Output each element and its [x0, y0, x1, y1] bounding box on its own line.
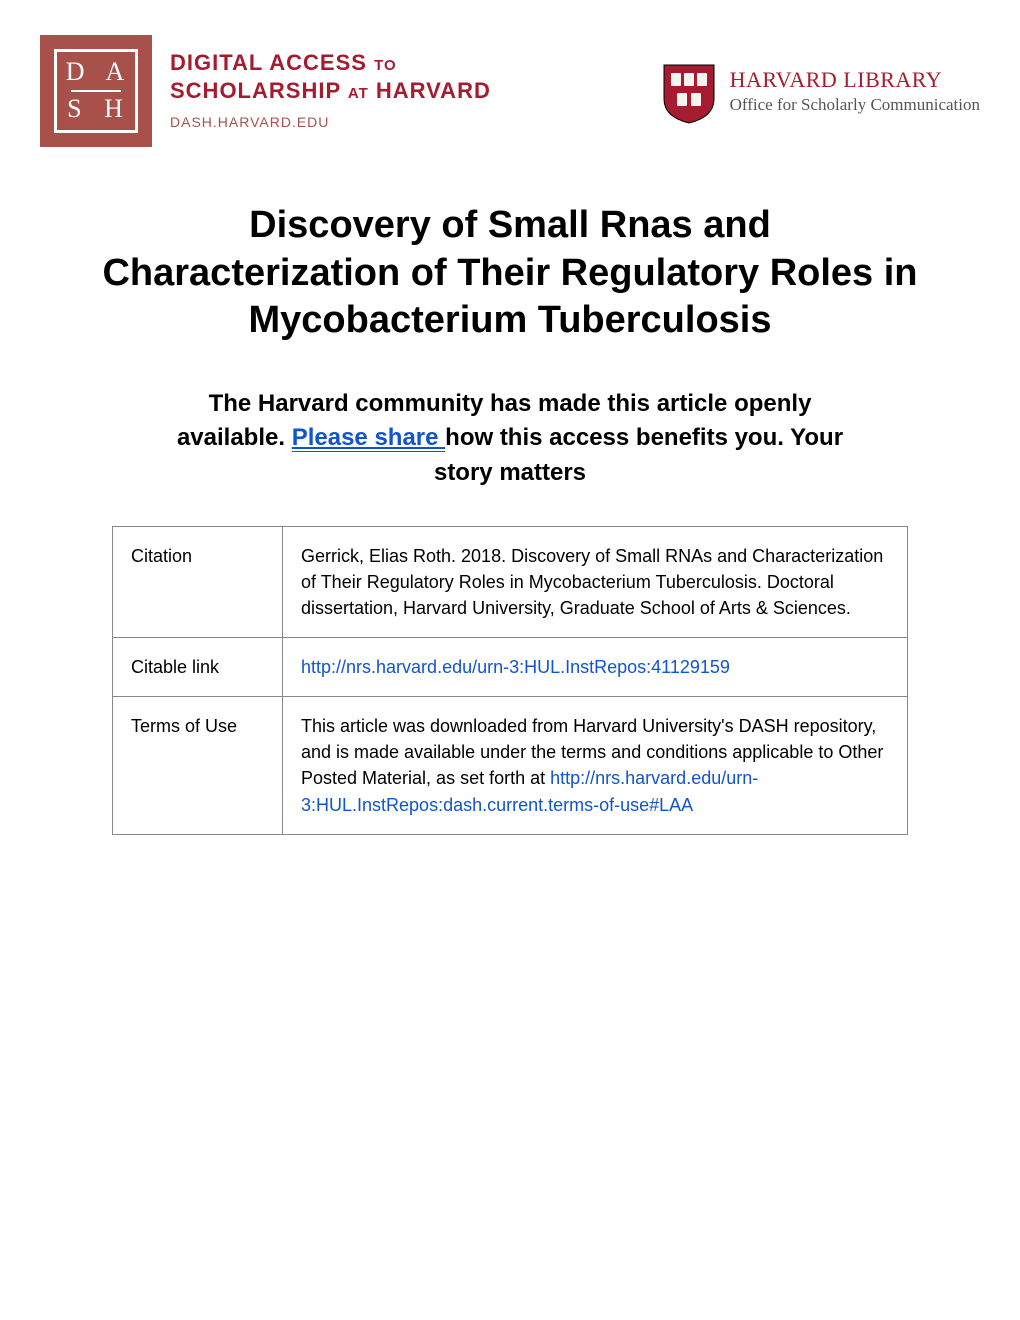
- community-text: The Harvard community has made this arti…: [40, 387, 980, 491]
- dash-line2-a: SCHOLARSHIP: [170, 78, 341, 103]
- harvard-text: HARVARD LIBRARY Office for Scholarly Com…: [730, 63, 980, 115]
- dash-logo-top: D A: [66, 58, 133, 87]
- citable-link-value: http://nrs.harvard.edu/urn-3:HUL.InstRep…: [283, 638, 908, 697]
- dash-logo-icon: D A S H: [40, 35, 152, 147]
- table-row: Terms of Use This article was downloaded…: [113, 697, 908, 834]
- table-row: Citable link http://nrs.harvard.edu/urn-…: [113, 638, 908, 697]
- terms-value: This article was downloaded from Harvard…: [283, 697, 908, 834]
- dash-line2-c: HARVARD: [376, 78, 491, 103]
- citable-link[interactable]: http://nrs.harvard.edu/urn-3:HUL.InstRep…: [301, 657, 730, 677]
- page-title: Discovery of Small Rnas and Characteriza…: [40, 202, 980, 345]
- harvard-shield-icon: [662, 63, 716, 125]
- dash-url: DASH.HARVARD.EDU: [170, 114, 491, 130]
- dash-line1-b: TO: [374, 57, 397, 74]
- header: D A S H DIGITAL ACCESS TO SCHOLARSHIP AT…: [40, 35, 980, 147]
- dash-line2-b: AT: [348, 85, 369, 102]
- dash-block: D A S H DIGITAL ACCESS TO SCHOLARSHIP AT…: [40, 35, 491, 147]
- citation-value: Gerrick, Elias Roth. 2018. Discovery of …: [283, 526, 908, 637]
- harvard-subtitle: Office for Scholarly Communication: [730, 95, 980, 115]
- dash-line1-a: DIGITAL ACCESS: [170, 50, 367, 75]
- citable-link-label: Citable link: [113, 638, 283, 697]
- table-row: Citation Gerrick, Elias Roth. 2018. Disc…: [113, 526, 908, 637]
- community-part2: how this access benefits you. Your story…: [434, 424, 843, 486]
- terms-label: Terms of Use: [113, 697, 283, 834]
- harvard-block: HARVARD LIBRARY Office for Scholarly Com…: [662, 35, 980, 125]
- dash-text: DIGITAL ACCESS TO SCHOLARSHIP AT HARVARD…: [170, 35, 491, 130]
- metadata-table: Citation Gerrick, Elias Roth. 2018. Disc…: [112, 526, 908, 835]
- citation-label: Citation: [113, 526, 283, 637]
- dash-logo-bottom: S H: [67, 95, 131, 124]
- please-share-link[interactable]: Please share: [292, 424, 445, 452]
- harvard-title: HARVARD LIBRARY: [730, 67, 980, 93]
